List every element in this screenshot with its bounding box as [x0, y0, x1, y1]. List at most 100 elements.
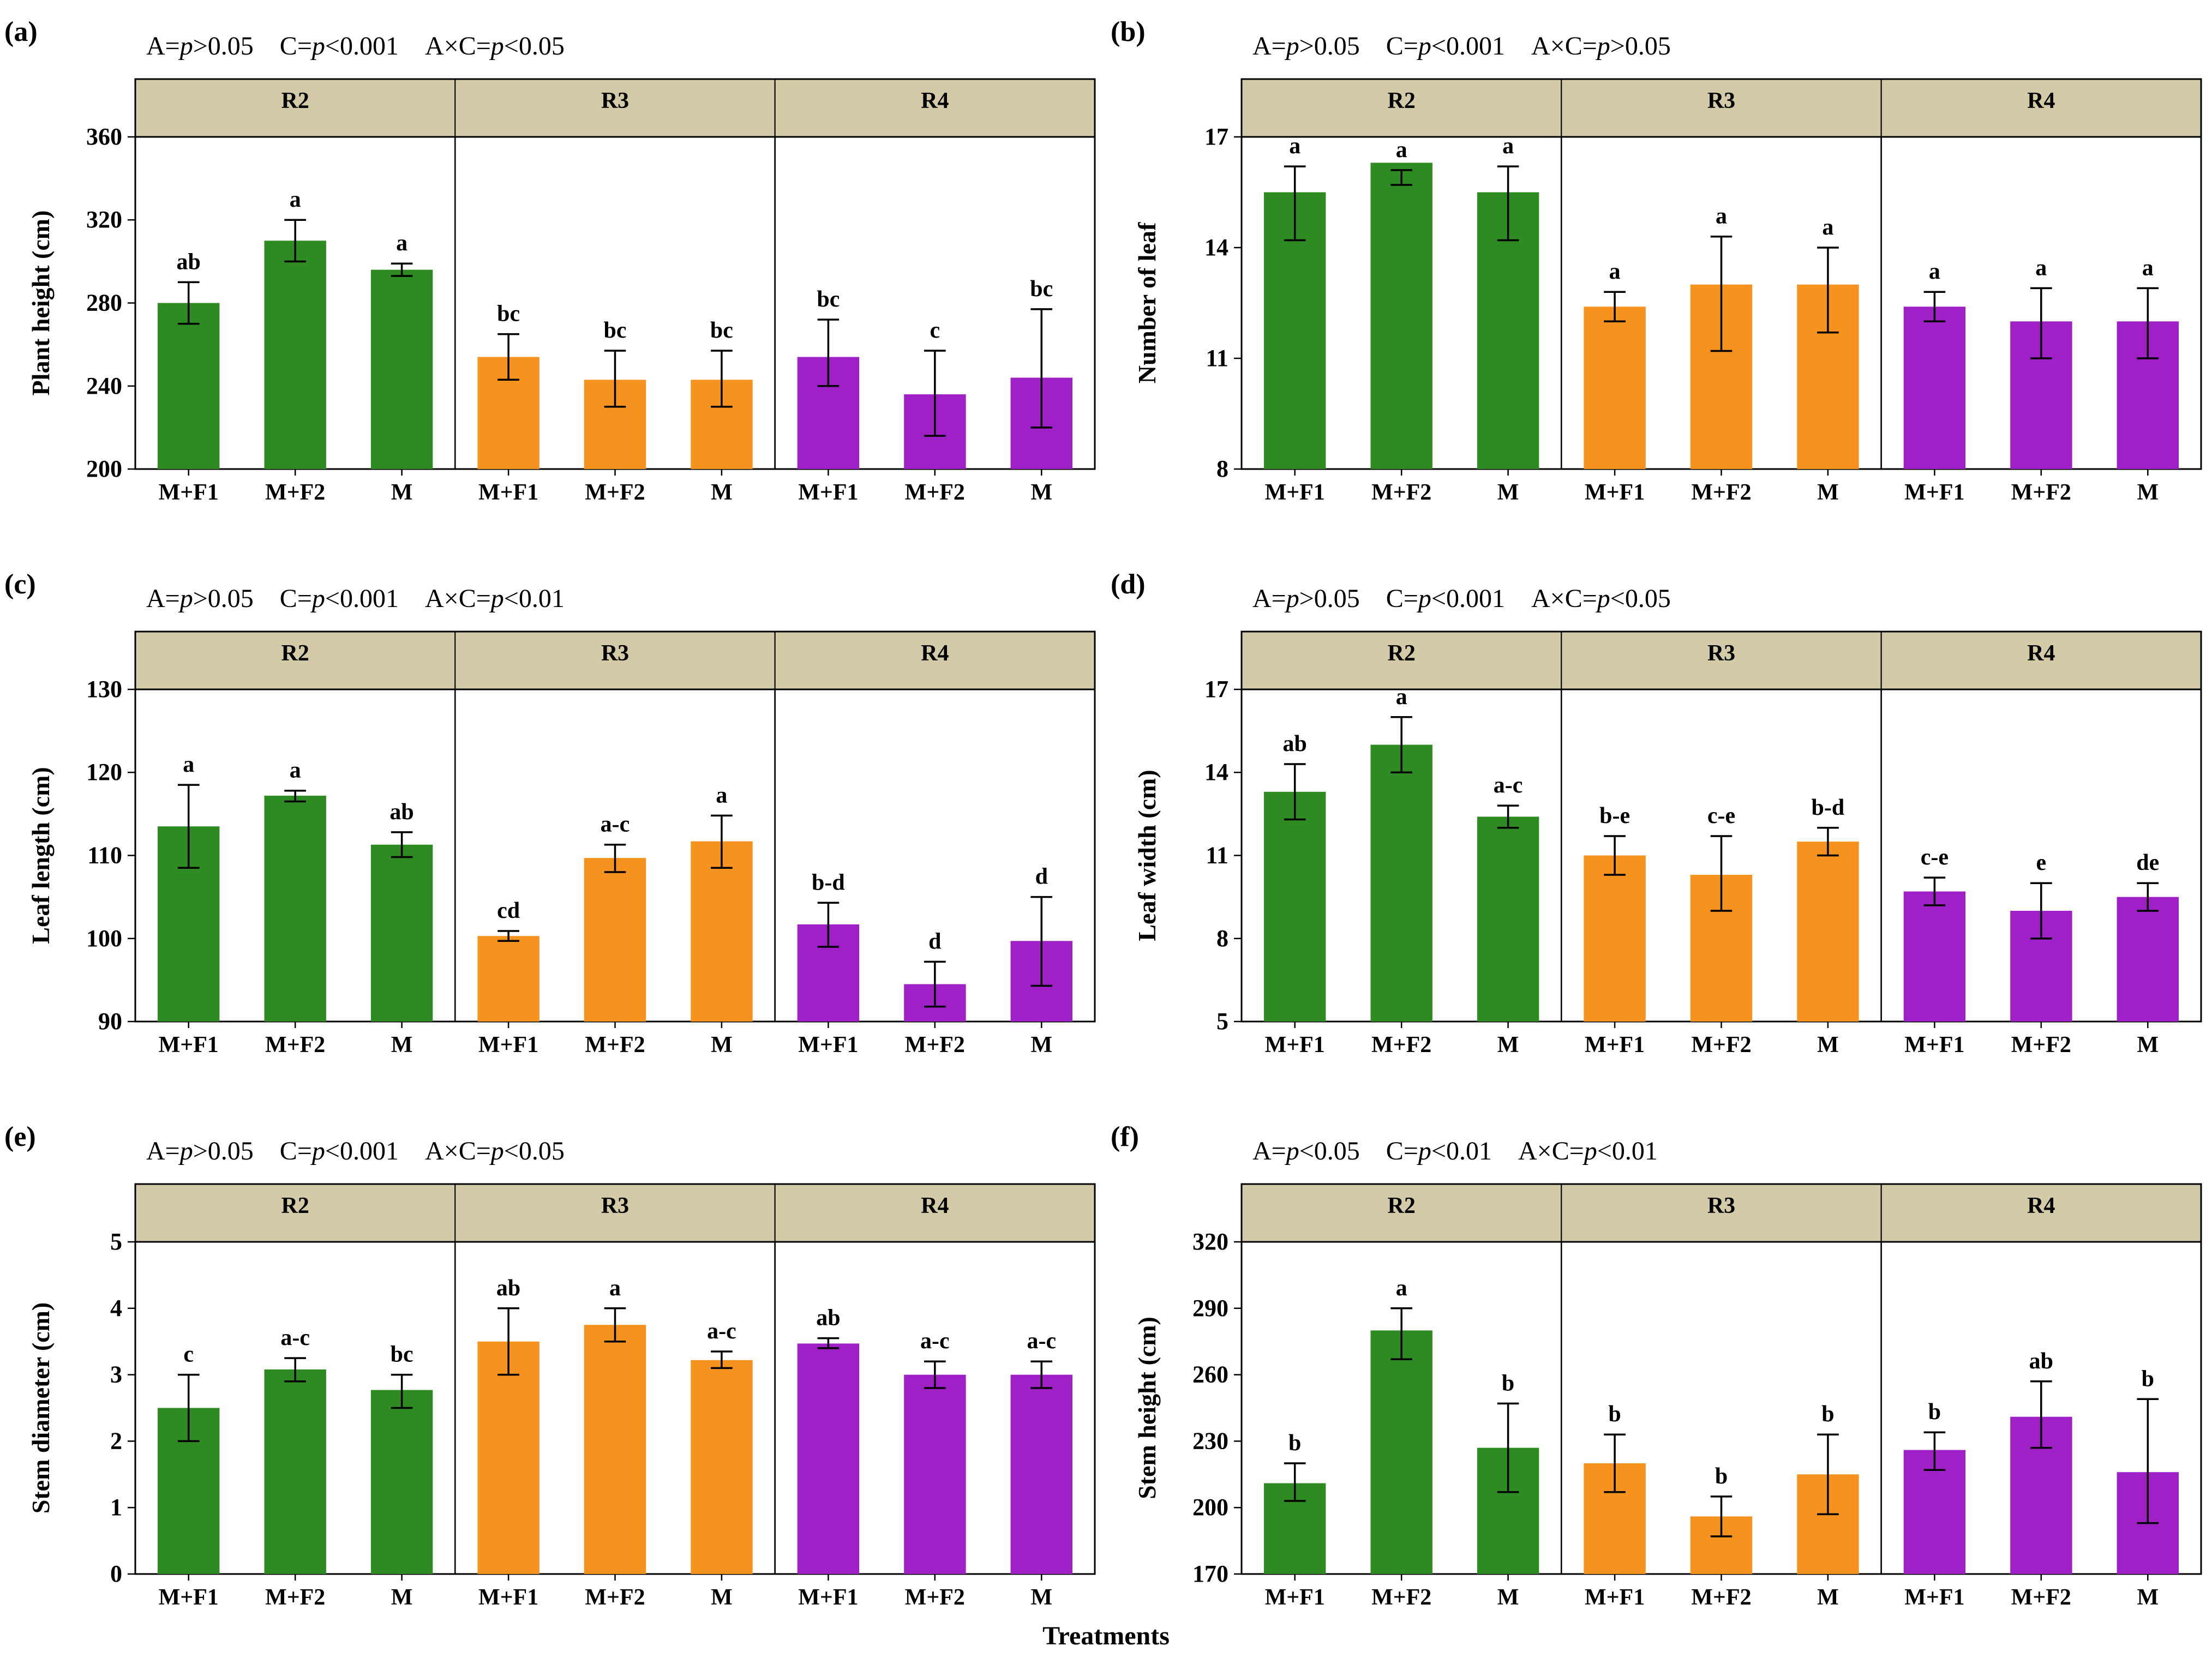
- svg-text:M+F1: M+F1: [798, 480, 858, 505]
- svg-text:M: M: [711, 1032, 733, 1058]
- svg-text:320: 320: [86, 206, 122, 233]
- svg-text:120: 120: [86, 759, 122, 785]
- svg-text:a-c: a-c: [1494, 773, 1523, 798]
- svg-text:a-c: a-c: [707, 1319, 736, 1344]
- svg-text:R4: R4: [921, 1193, 949, 1218]
- svg-text:M+F2: M+F2: [585, 1585, 645, 1610]
- svg-text:A=p>0.05 C=p<0.001 A×C=p: A=p>0.05 C=p<0.001 A×C=p<0.05: [1252, 584, 1671, 613]
- svg-text:1: 1: [110, 1494, 122, 1521]
- svg-text:8: 8: [1216, 925, 1228, 952]
- svg-text:M+F2: M+F2: [1371, 1585, 1431, 1610]
- svg-text:M+F2: M+F2: [905, 1585, 965, 1610]
- svg-text:280: 280: [86, 290, 122, 316]
- svg-text:M+F1: M+F1: [1265, 1032, 1325, 1058]
- svg-text:a: a: [396, 231, 407, 256]
- svg-text:(e): (e): [4, 1121, 36, 1152]
- svg-text:cd: cd: [497, 898, 520, 923]
- svg-text:M+F2: M+F2: [265, 1585, 325, 1610]
- svg-text:M+F1: M+F1: [1585, 1585, 1645, 1610]
- svg-text:R2: R2: [1388, 88, 1416, 113]
- svg-text:bc: bc: [1030, 277, 1053, 302]
- svg-text:200: 200: [1192, 1494, 1228, 1521]
- svg-text:a: a: [183, 752, 194, 777]
- svg-text:M+F1: M+F1: [1585, 480, 1645, 505]
- svg-text:R2: R2: [1388, 1193, 1416, 1218]
- svg-text:360: 360: [86, 123, 122, 150]
- svg-text:5: 5: [110, 1228, 122, 1255]
- svg-text:M: M: [1497, 1585, 1519, 1610]
- svg-text:M: M: [1030, 1585, 1052, 1610]
- svg-text:M: M: [2137, 1032, 2159, 1058]
- svg-text:M+F2: M+F2: [905, 1032, 965, 1058]
- svg-text:17: 17: [1204, 676, 1228, 702]
- svg-text:bc: bc: [391, 1342, 413, 1367]
- svg-text:R4: R4: [2027, 641, 2055, 666]
- svg-text:bc: bc: [604, 318, 627, 343]
- svg-text:M+F1: M+F1: [159, 480, 219, 505]
- svg-text:b-d: b-d: [1812, 795, 1845, 820]
- svg-text:2: 2: [110, 1427, 122, 1454]
- svg-text:a-c: a-c: [920, 1329, 950, 1354]
- svg-text:230: 230: [1192, 1427, 1228, 1454]
- svg-text:200: 200: [86, 455, 122, 482]
- svg-text:a: a: [1396, 684, 1407, 710]
- svg-text:11: 11: [1206, 842, 1228, 869]
- svg-text:bc: bc: [710, 318, 733, 343]
- svg-text:b: b: [2142, 1366, 2154, 1391]
- svg-text:17: 17: [1204, 123, 1228, 150]
- svg-text:14: 14: [1204, 759, 1228, 785]
- svg-text:8: 8: [1216, 455, 1228, 482]
- svg-text:b-d: b-d: [812, 870, 845, 895]
- svg-text:M: M: [391, 1032, 413, 1058]
- svg-text:M+F1: M+F1: [1904, 1032, 1964, 1058]
- svg-text:M+F2: M+F2: [1691, 1032, 1751, 1058]
- svg-text:a: a: [1822, 215, 1833, 240]
- svg-text:(b): (b): [1111, 16, 1146, 47]
- svg-text:Number of leaf: Number of leaf: [1133, 222, 1161, 383]
- svg-text:a: a: [1502, 134, 1514, 159]
- svg-text:M+F1: M+F1: [478, 1585, 538, 1610]
- svg-text:R3: R3: [601, 641, 629, 666]
- svg-text:M: M: [391, 1585, 413, 1610]
- svg-text:M+F1: M+F1: [1265, 1585, 1325, 1610]
- svg-text:d: d: [928, 929, 941, 954]
- svg-text:Leaf width (cm): Leaf width (cm): [1133, 770, 1161, 941]
- svg-text:(d): (d): [1111, 569, 1146, 600]
- svg-text:M+F1: M+F1: [478, 1032, 538, 1058]
- svg-text:a: a: [716, 783, 727, 808]
- svg-text:R4: R4: [921, 641, 949, 666]
- svg-text:5: 5: [1216, 1008, 1228, 1035]
- svg-text:R3: R3: [1707, 641, 1735, 666]
- svg-text:bc: bc: [817, 287, 840, 312]
- svg-text:b: b: [1715, 1464, 1728, 1489]
- svg-text:M+F2: M+F2: [1691, 480, 1751, 505]
- svg-text:M+F2: M+F2: [1691, 1585, 1751, 1610]
- svg-text:M+F1: M+F1: [1585, 1032, 1645, 1058]
- svg-text:M: M: [2137, 480, 2159, 505]
- svg-text:260: 260: [1192, 1361, 1228, 1388]
- svg-text:R4: R4: [2027, 1193, 2055, 1218]
- svg-text:Stem diameter (cm): Stem diameter (cm): [27, 1302, 55, 1513]
- svg-text:de: de: [2136, 850, 2159, 875]
- svg-text:b: b: [1821, 1402, 1834, 1427]
- svg-text:c: c: [930, 318, 940, 343]
- svg-text:M: M: [1030, 480, 1052, 505]
- svg-text:M+F1: M+F1: [1904, 480, 1964, 505]
- svg-text:A=p>0.05 C=p<0.001 A×C=p: A=p>0.05 C=p<0.001 A×C=p<0.01: [146, 584, 565, 613]
- svg-text:M+F2: M+F2: [1371, 480, 1431, 505]
- svg-text:M+F1: M+F1: [478, 480, 538, 505]
- svg-text:14: 14: [1204, 234, 1228, 261]
- svg-text:M: M: [1817, 1032, 1839, 1058]
- svg-text:d: d: [1035, 864, 1048, 890]
- svg-text:M: M: [711, 480, 733, 505]
- svg-text:M+F1: M+F1: [159, 1032, 219, 1058]
- svg-text:M: M: [1497, 480, 1519, 505]
- svg-text:a: a: [1289, 134, 1300, 159]
- svg-text:b-e: b-e: [1599, 803, 1630, 828]
- svg-text:M+F2: M+F2: [265, 480, 325, 505]
- svg-text:ab: ab: [496, 1276, 520, 1301]
- svg-text:4: 4: [110, 1295, 122, 1321]
- svg-text:a: a: [2142, 255, 2154, 280]
- svg-text:R4: R4: [2027, 88, 2055, 113]
- svg-text:R4: R4: [921, 88, 949, 113]
